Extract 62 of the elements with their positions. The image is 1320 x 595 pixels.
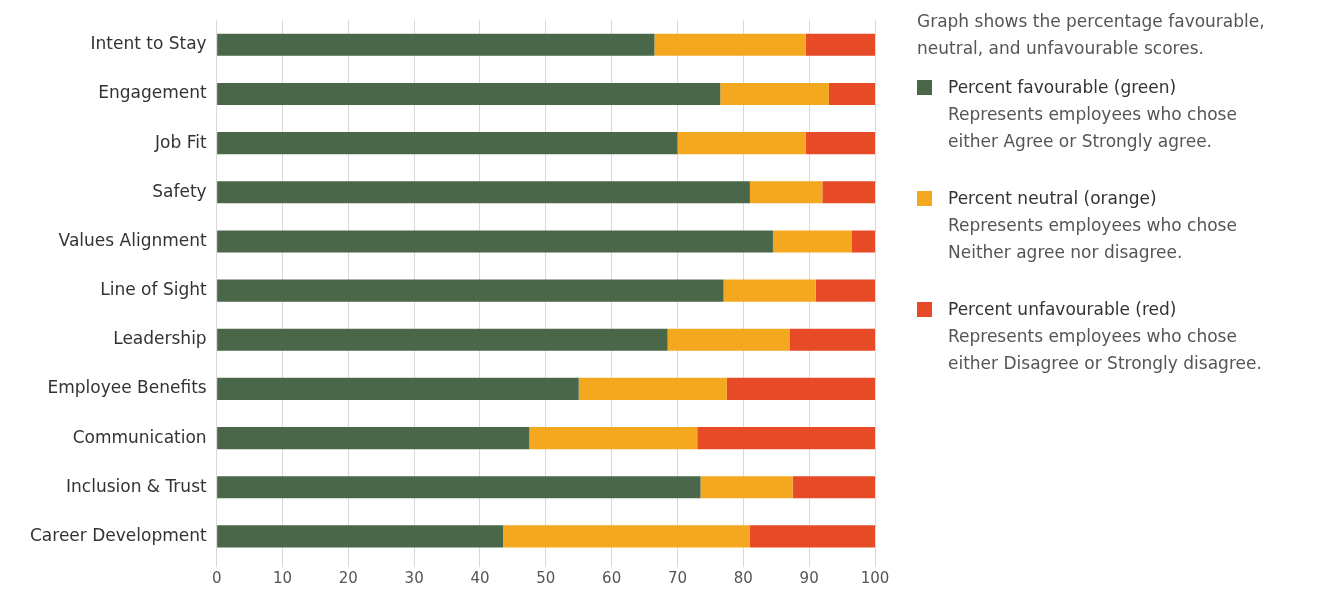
y-tick-label: Line of Sight <box>100 279 207 300</box>
bar <box>529 427 698 450</box>
bar <box>772 230 852 253</box>
bar <box>217 82 721 106</box>
bar <box>789 328 875 351</box>
bar <box>217 33 655 56</box>
bar <box>723 279 816 302</box>
bar <box>828 82 875 106</box>
bar <box>667 328 790 351</box>
bar <box>851 230 875 253</box>
x-tick-label: 10 <box>272 568 293 587</box>
x-tick-label: 70 <box>667 568 688 587</box>
bar <box>815 279 875 302</box>
x-tick-label: 100 <box>860 568 890 587</box>
bar <box>217 427 530 450</box>
y-tick-label: Leadership <box>113 328 207 349</box>
legend-label: Percent favourable (green) <box>948 76 1177 99</box>
bar <box>503 525 750 548</box>
bar <box>217 132 678 155</box>
legend-label: Percent neutral (orange) <box>948 187 1157 210</box>
x-tick-label: 90 <box>799 568 819 587</box>
y-tick-label: Safety <box>152 180 207 201</box>
y-tick-label: Intent to Stay <box>90 33 207 54</box>
y-tick-label: Engagement <box>98 82 207 103</box>
bar <box>697 427 875 450</box>
y-tick-label: Employee Benefits <box>47 377 207 398</box>
bar <box>217 377 579 400</box>
text: Represents employees who chose either Disagree or Strongly disagree. <box>947 325 1263 375</box>
y-tick-label: Job Fit <box>154 131 207 152</box>
x-tick-label: 40 <box>470 568 490 587</box>
y-tick-label: Career Development <box>29 524 207 545</box>
bar <box>720 82 829 106</box>
bar <box>677 132 806 155</box>
bar <box>654 33 806 56</box>
x-tick-label: 30 <box>404 568 424 587</box>
text: Graph shows the percentage favourable, neutral, and unfavourable scores. <box>917 10 1266 60</box>
x-tick-label: 50 <box>536 568 556 587</box>
bar <box>792 476 875 499</box>
bar <box>217 230 773 253</box>
x-tick-label: 80 <box>733 568 753 587</box>
text: Represents employees who chose Neither agree nor disagree. <box>947 214 1238 264</box>
bar <box>805 33 875 56</box>
bar <box>700 476 793 499</box>
x-tick-label: 60 <box>602 568 622 587</box>
x-tick-label: 0 <box>211 568 222 587</box>
y-tick-label: Values Alignment <box>58 229 207 250</box>
bar <box>217 476 701 499</box>
bar <box>217 525 504 548</box>
y-tick-label: Communication <box>72 426 207 447</box>
bar <box>749 181 823 204</box>
bar <box>217 181 750 204</box>
bar <box>726 377 875 400</box>
legend-label: Percent unfavourable (red) <box>948 298 1177 321</box>
y-tick-label: Inclusion & Trust <box>66 475 207 496</box>
bar <box>822 181 875 204</box>
bar <box>805 132 875 155</box>
bar <box>217 328 668 351</box>
x-tick-label: 20 <box>338 568 358 587</box>
bar <box>749 525 875 548</box>
bar <box>578 377 727 400</box>
text: Represents employees who chose either Agree or Strongly agree. <box>947 103 1238 153</box>
bar <box>217 279 724 302</box>
